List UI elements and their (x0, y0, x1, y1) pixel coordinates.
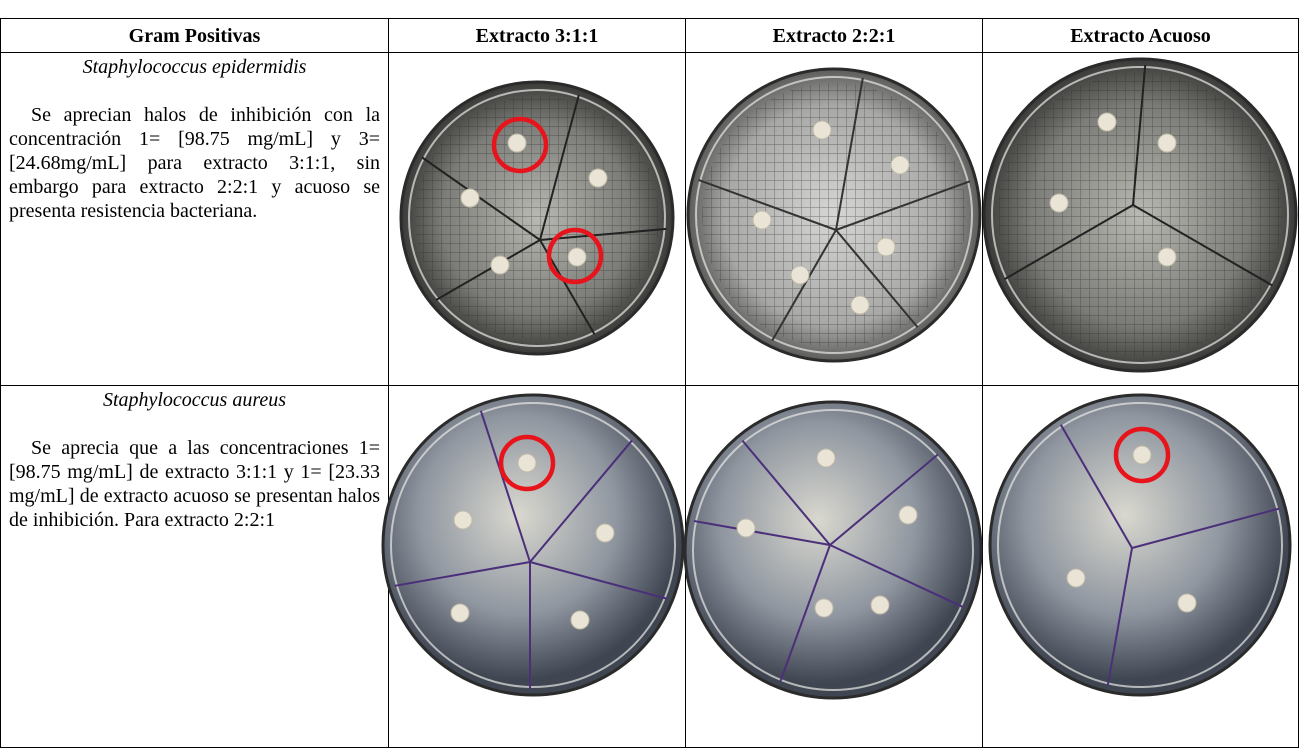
header-cell: Gram Positivas (0, 18, 389, 53)
row: Staphylococcus epidermidis Se aprecian h… (0, 52, 1299, 386)
description: Se aprecian halos de inhibición con la c… (9, 104, 380, 222)
image-cell (388, 385, 686, 748)
results-table: Gram Positivas Extracto 3:1:1 Extracto 2… (0, 18, 1299, 748)
organism: Staphylococcus aureus (102, 389, 287, 411)
image-cell (685, 385, 983, 748)
header-cell: Extracto 3:1:1 (388, 18, 686, 53)
header-cell: Extracto Acuoso (982, 18, 1299, 53)
header-cell: Extracto 2:2:1 (685, 18, 983, 53)
text-cell: Staphylococcus aureus Se aprecia que a l… (0, 385, 389, 748)
image-cell (982, 385, 1299, 748)
header-row: Gram Positivas Extracto 3:1:1 Extracto 2… (0, 18, 1299, 53)
image-cell (982, 52, 1299, 386)
description: Se aprecia que a las concentraciones 1= … (9, 437, 380, 531)
image-cell (388, 52, 686, 386)
row: Staphylococcus aureus Se aprecia que a l… (0, 385, 1299, 748)
organism: Staphylococcus epidermidis (82, 56, 307, 78)
text-cell: Staphylococcus epidermidis Se aprecian h… (0, 52, 389, 386)
image-cell (685, 52, 983, 386)
